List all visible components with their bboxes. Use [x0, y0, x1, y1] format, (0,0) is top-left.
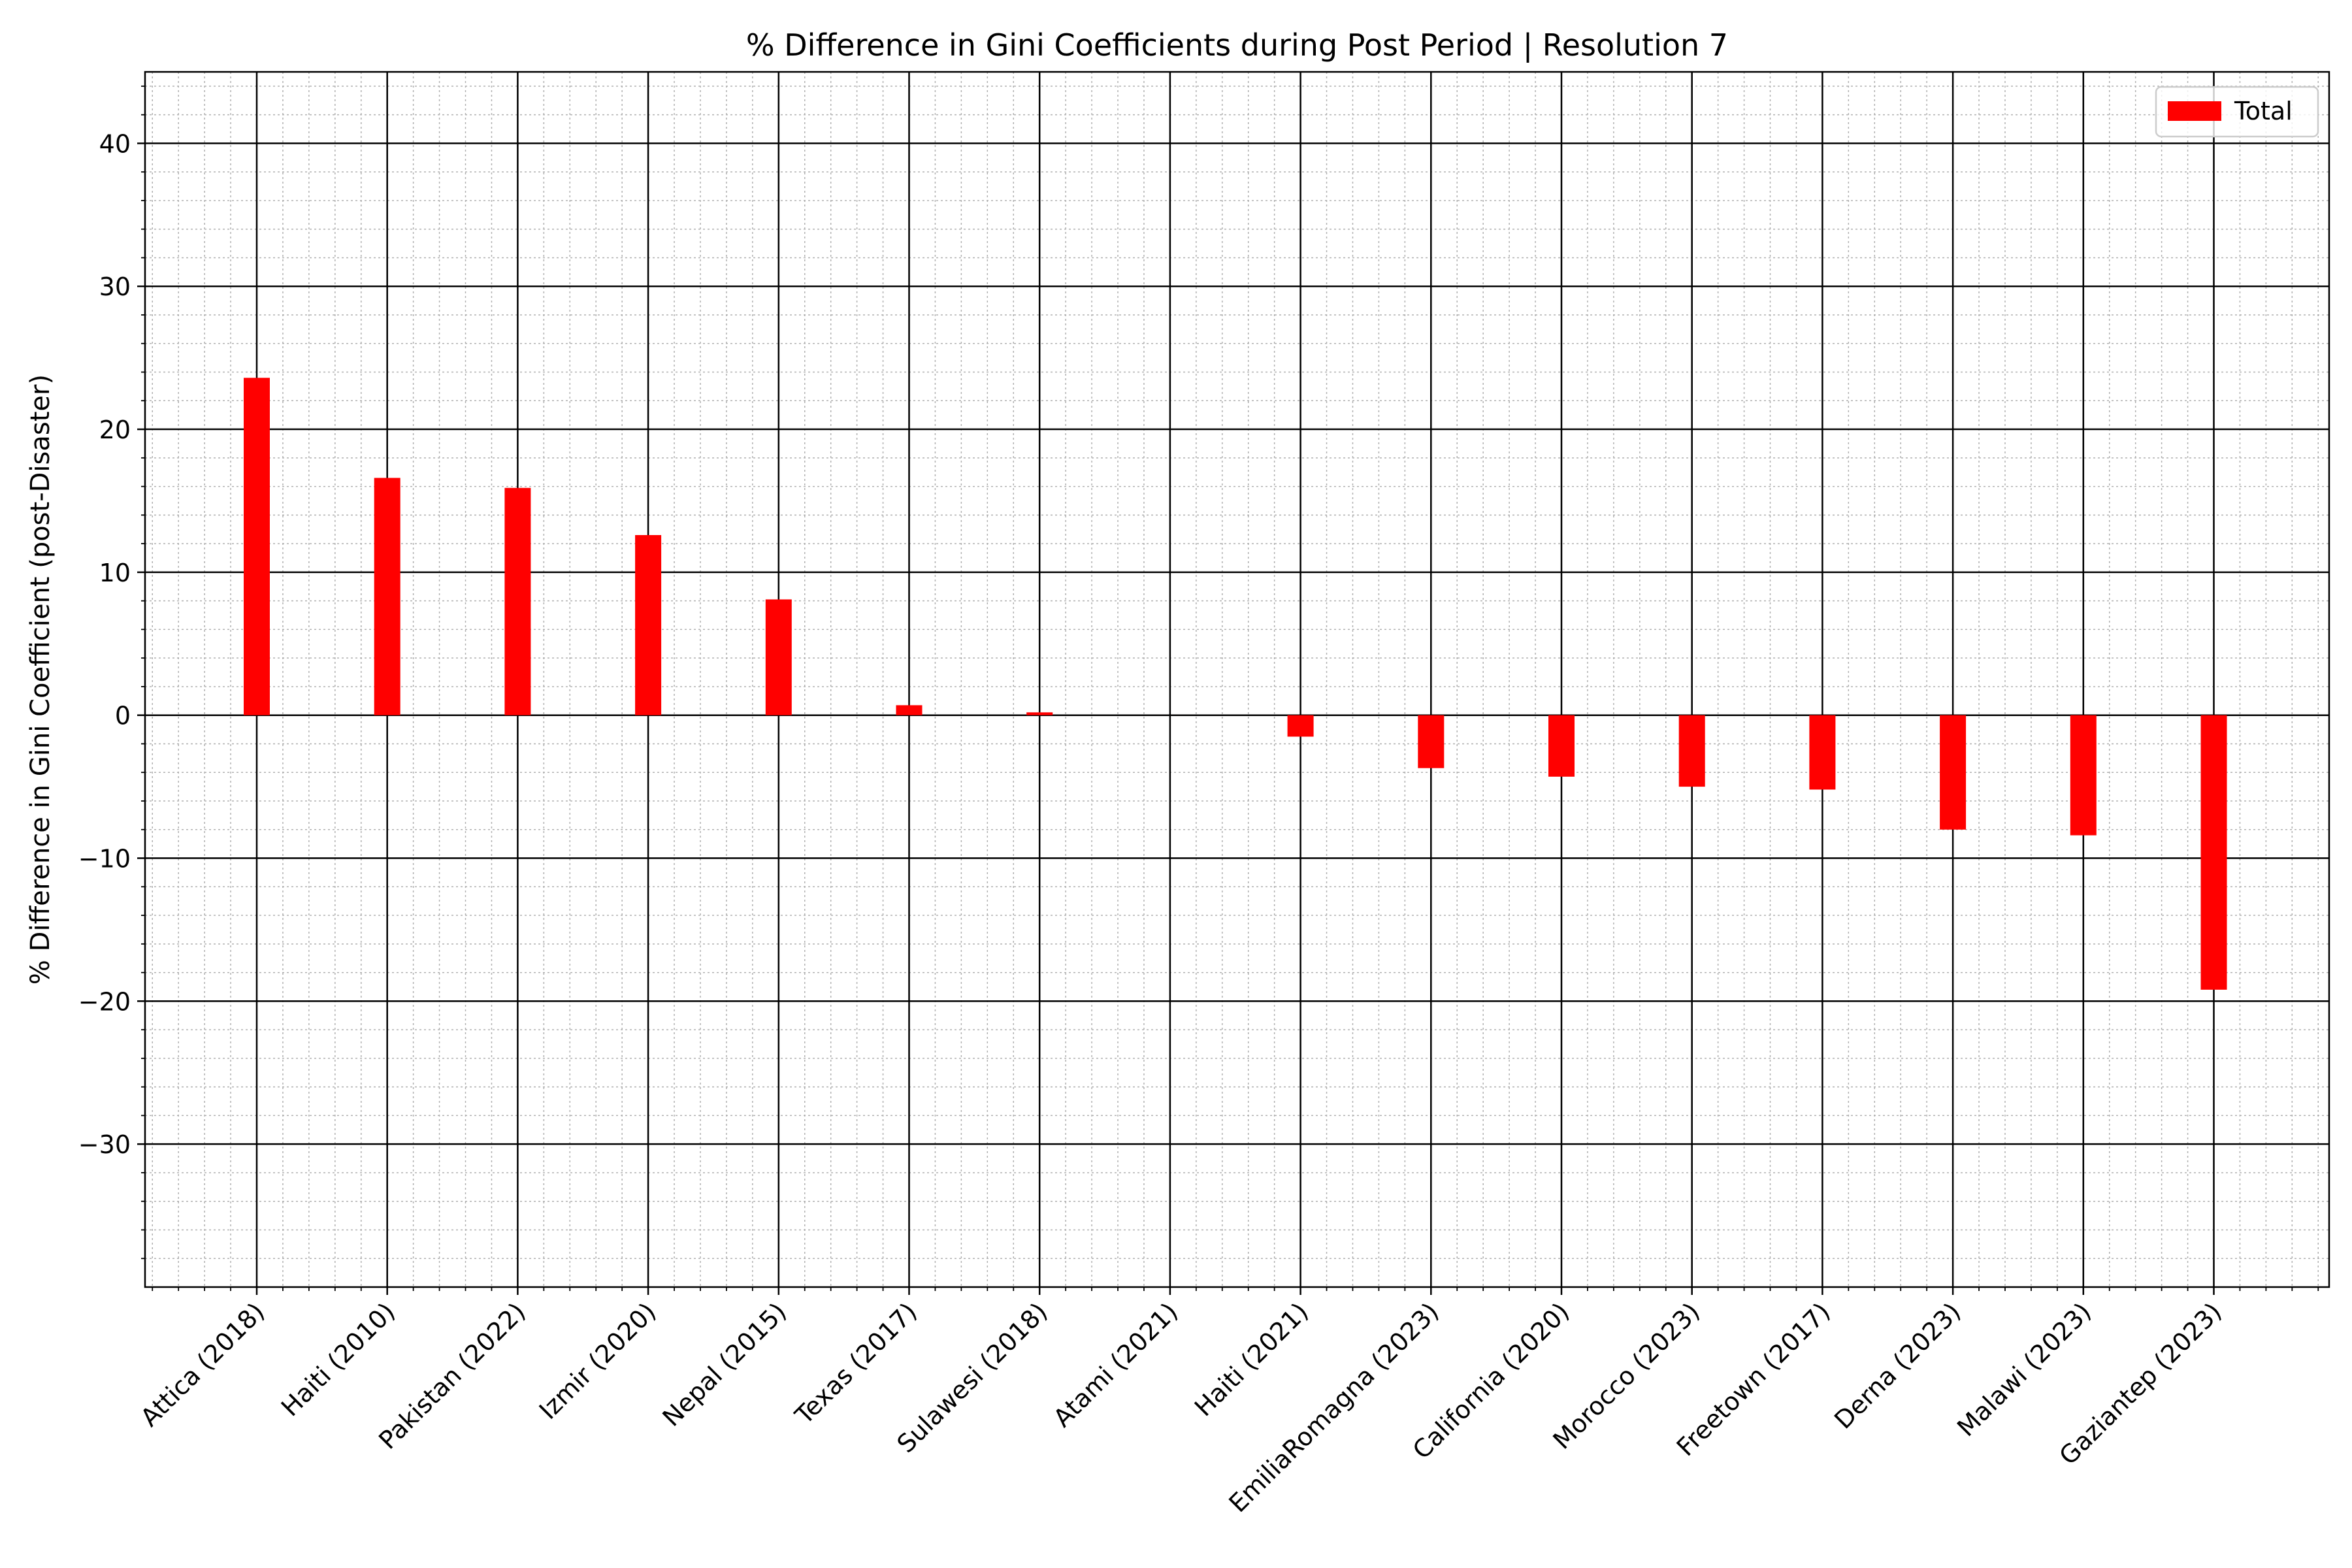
y-tick-label: −10	[78, 845, 131, 874]
plot-frame	[144, 71, 2330, 1288]
y-tick-label: 0	[115, 702, 131, 730]
bar	[1548, 715, 1575, 777]
y-axis-label: % Difference in Gini Coefficient (post-D…	[25, 374, 56, 985]
bar	[504, 487, 531, 715]
bar	[765, 599, 792, 715]
bar	[1287, 715, 1314, 737]
y-tick-label: 30	[99, 272, 131, 301]
legend-label-total: Total	[2234, 97, 2293, 125]
bar	[1678, 715, 1705, 787]
y-tick-label: 20	[99, 416, 131, 444]
chart-title: % Difference in Gini Coefficients during…	[746, 27, 1728, 63]
bar	[244, 378, 270, 715]
bar	[1809, 715, 1836, 790]
y-tick-label: 40	[99, 129, 131, 158]
bar	[1418, 715, 1445, 768]
bar	[1026, 712, 1053, 715]
legend-swatch-total	[2168, 101, 2221, 121]
y-tick-label: −20	[78, 987, 131, 1016]
bar	[374, 478, 400, 715]
axis-ticks	[137, 85, 2319, 1295]
bars	[244, 378, 2227, 990]
bar	[2070, 715, 2097, 836]
minor-grid	[145, 72, 2329, 1287]
legend: Total	[2155, 86, 2319, 138]
bar	[896, 705, 923, 715]
y-tick-label: −30	[78, 1130, 131, 1159]
y-tick-labels: −30 −20 −10 0 10 20 30 40	[78, 129, 131, 1159]
bar	[1940, 715, 1967, 830]
bar	[635, 534, 662, 715]
legend-box	[2155, 86, 2319, 138]
y-tick-label: 10	[99, 559, 131, 587]
bar	[2200, 715, 2227, 990]
